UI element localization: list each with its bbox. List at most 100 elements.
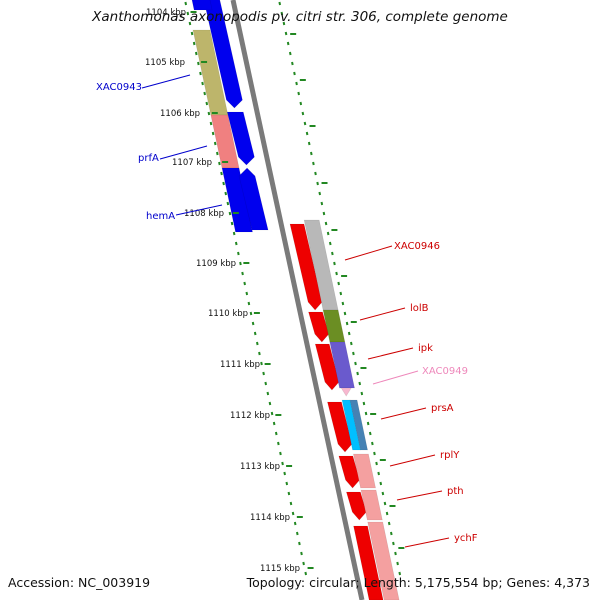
left-dotted-track (260, 361, 263, 366)
gene-label-leader (367, 347, 414, 360)
left-dotted-track (277, 441, 280, 446)
right-dotted-track (383, 501, 387, 506)
gene-label-prfa: prfA (138, 153, 159, 164)
kbp-label: 1112 kbp (230, 411, 270, 421)
right-dotted-track (339, 291, 343, 296)
left-dotted-track (211, 131, 215, 136)
right-dotted-track (320, 201, 324, 206)
gene-arrow-prsa (327, 401, 353, 453)
kbp-label: 1104 kbp (146, 8, 186, 18)
gene-label-leader (389, 454, 436, 467)
gene-label-leader (141, 74, 191, 89)
kbp-label: 1113 kbp (240, 462, 280, 472)
right-dotted-track (278, 1, 282, 6)
right-dotted-track (288, 51, 292, 56)
kbp-label: 1110 kbp (208, 309, 248, 319)
left-dotted-track (262, 371, 265, 376)
topology-summary: Topology: circular; Length: 5,175,554 bp… (246, 575, 590, 590)
left-dotted-track (251, 321, 255, 326)
gene-arrow-rply (338, 455, 360, 489)
kbp-label: 1108 kbp (184, 209, 224, 219)
left-dotted-track (283, 471, 286, 476)
accession-text: Accession: NC_003919 (8, 575, 151, 590)
right-dotted-track (379, 481, 383, 486)
right-dotted-track (356, 371, 359, 376)
left-dotted-track (253, 331, 257, 336)
kbp-label: 1115 kbp (260, 564, 300, 574)
right-dotted-track (316, 181, 319, 186)
left-dotted-track (220, 171, 223, 176)
gene-arrow-pth (346, 491, 367, 521)
left-dotted-track (247, 301, 251, 306)
right-dotted-track (377, 471, 380, 476)
left-dotted-track (281, 461, 284, 466)
right-dotted-track (394, 551, 397, 556)
right-dotted-track (331, 251, 334, 256)
right-dotted-track (299, 101, 303, 106)
left-dotted-track (190, 31, 194, 36)
gene-label-lolb: lolB (410, 303, 429, 314)
gene-bar-hema-cog (221, 167, 253, 233)
right-dotted-track (358, 381, 362, 386)
gene-label-leader (359, 307, 406, 321)
left-dotted-track (289, 501, 293, 506)
gene-label-hema: hemA (146, 211, 175, 222)
right-dotted-track (392, 541, 395, 546)
cog-bar-rply (353, 453, 376, 489)
gene-label-ipk: ipk (418, 343, 433, 354)
left-dotted-track (203, 91, 206, 96)
right-dotted-track (297, 91, 300, 96)
right-dotted-track (301, 111, 305, 116)
left-dotted-track (224, 191, 228, 196)
gene-arrow-xac0949 (339, 387, 352, 397)
left-dotted-track (270, 411, 274, 416)
right-dotted-track (366, 421, 370, 426)
right-dotted-track (322, 211, 326, 216)
left-dotted-track (302, 561, 305, 566)
left-dotted-track (304, 571, 308, 576)
right-dotted-track (314, 171, 317, 176)
gene-label-leader (404, 537, 450, 548)
left-dotted-track (285, 481, 289, 486)
right-dotted-track (293, 71, 296, 76)
right-dotted-track (343, 311, 347, 316)
left-dotted-track (268, 401, 272, 406)
left-dotted-track (266, 391, 270, 396)
gene-arrow-lolb (308, 311, 330, 343)
left-dotted-track (226, 201, 230, 206)
right-dotted-track (282, 21, 286, 26)
left-dotted-track (241, 271, 244, 276)
left-dotted-track (243, 281, 246, 286)
left-dotted-track (205, 101, 209, 106)
right-dotted-track (333, 261, 336, 266)
left-dotted-track (197, 61, 200, 66)
left-dotted-track (186, 11, 190, 16)
gene-label-rply: rplY (440, 450, 460, 461)
right-dotted-track (396, 561, 399, 566)
gene-label-leader (159, 145, 208, 160)
cog-bar-ychf (367, 521, 400, 600)
left-dotted-track (232, 231, 236, 236)
right-dotted-track (364, 411, 368, 416)
gene-label-ychf: ychF (454, 533, 478, 544)
left-dotted-track (293, 521, 297, 526)
cog-bar-prsa-steel (349, 399, 368, 451)
gene-arrow-ipk (314, 343, 340, 391)
right-dotted-track (335, 271, 338, 276)
left-dotted-track (264, 381, 268, 386)
gene-label-pth: pth (447, 486, 464, 497)
kbp-label: 1114 kbp (250, 513, 290, 523)
right-dotted-track (352, 351, 355, 356)
left-dotted-track (300, 551, 303, 556)
left-dotted-track (249, 311, 253, 316)
left-dotted-track (194, 51, 198, 56)
right-dotted-track (381, 491, 385, 496)
right-dotted-track (350, 341, 353, 346)
left-dotted-track (228, 211, 232, 216)
backbone-line (230, 0, 365, 600)
right-dotted-track (307, 141, 311, 146)
gene-label-prsa: prsA (431, 403, 454, 414)
right-dotted-track (390, 531, 393, 536)
right-dotted-track (328, 241, 332, 246)
